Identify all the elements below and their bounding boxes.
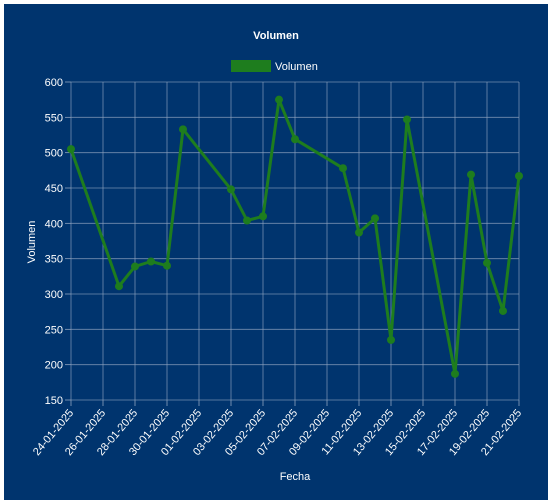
y-tick-label: 150 xyxy=(45,395,63,407)
y-tick-label: 250 xyxy=(45,324,63,336)
chart-title: Volumen xyxy=(253,30,299,42)
data-point xyxy=(451,369,459,378)
data-point xyxy=(403,115,411,124)
data-point xyxy=(355,228,363,237)
y-tick-label: 600 xyxy=(45,77,63,89)
legend-label: Volumen xyxy=(275,61,318,73)
x-axis-ticks: 24-01-202526-01-202528-01-202530-01-2025… xyxy=(31,407,524,458)
data-point xyxy=(467,170,475,179)
y-tick-label: 300 xyxy=(45,289,63,301)
data-point xyxy=(483,258,491,267)
y-tick-label: 400 xyxy=(45,218,63,230)
data-point xyxy=(243,216,251,225)
y-tick-label: 200 xyxy=(45,360,63,372)
x-axis-title: Fecha xyxy=(280,471,311,483)
legend-swatch xyxy=(231,60,271,72)
y-tick-label: 500 xyxy=(45,148,63,160)
data-point xyxy=(147,257,155,266)
data-point xyxy=(275,95,283,104)
y-tick-label: 550 xyxy=(45,112,63,124)
legend[interactable]: Volumen xyxy=(231,60,318,73)
data-point xyxy=(131,262,139,271)
data-point xyxy=(163,261,171,270)
data-point xyxy=(227,185,235,194)
data-point xyxy=(115,282,123,291)
data-point xyxy=(387,335,395,344)
data-point xyxy=(499,306,507,315)
y-tick-label: 350 xyxy=(45,254,63,266)
data-point xyxy=(259,212,267,221)
data-point xyxy=(179,125,187,134)
series-markers xyxy=(67,95,523,378)
data-point xyxy=(371,214,379,223)
grid xyxy=(65,81,520,406)
data-point xyxy=(291,135,299,144)
data-point xyxy=(515,171,523,180)
y-axis-title: Volumen xyxy=(26,221,38,264)
data-point xyxy=(339,164,347,173)
y-tick-label: 450 xyxy=(45,183,63,195)
y-axis-ticks: 150 200 250 300 350 400 450 500 550 600 xyxy=(45,77,63,407)
chart-background xyxy=(4,4,548,500)
data-point xyxy=(67,145,75,154)
